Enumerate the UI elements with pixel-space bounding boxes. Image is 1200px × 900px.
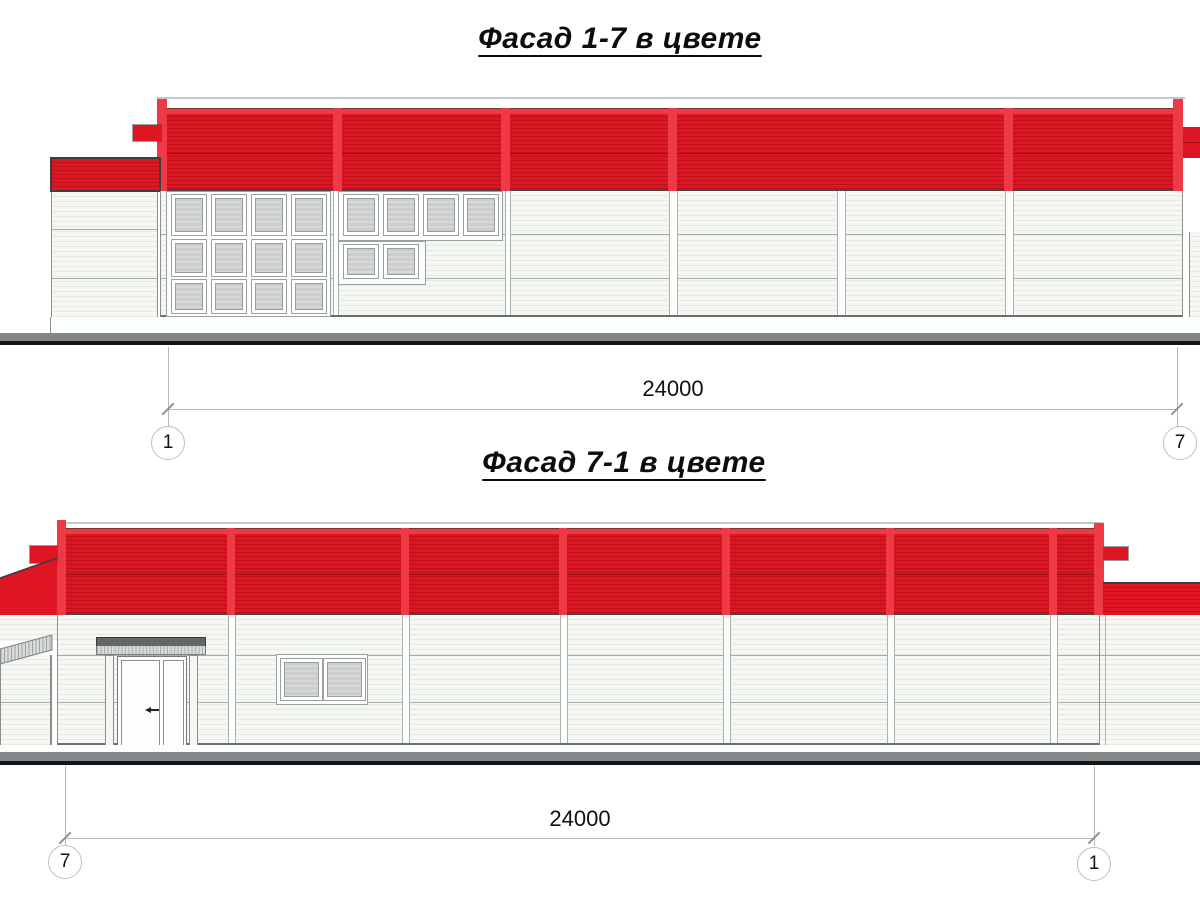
ground-strip	[0, 752, 1200, 762]
red-pilaster	[722, 528, 730, 615]
leanto-hatched-canopy	[0, 634, 53, 665]
extension-line	[168, 347, 169, 427]
door-handle	[150, 709, 159, 711]
window-pane	[171, 279, 207, 314]
wall-pilaster	[887, 615, 895, 743]
ground-line	[0, 341, 1200, 345]
window-pane	[280, 658, 323, 701]
leanto-red-roof	[0, 558, 57, 615]
red-corner-pilaster	[157, 99, 167, 191]
window-pane	[251, 194, 287, 236]
grid-marker-1: 1	[1077, 847, 1111, 881]
panel-joint	[1, 702, 50, 703]
red-pilaster	[668, 108, 677, 191]
window-pane	[343, 194, 379, 236]
window-pane	[291, 194, 327, 236]
dimension-value: 24000	[549, 806, 611, 831]
red-band-highlight	[57, 529, 1100, 534]
plinth	[50, 317, 1200, 333]
window-pane	[291, 239, 327, 277]
panel-joint	[1100, 702, 1200, 703]
window-pane	[211, 279, 247, 314]
panel-joint	[52, 278, 157, 279]
right-partial-wall	[1189, 232, 1200, 317]
dimension-value: 24000	[642, 376, 704, 401]
red-pilaster	[1049, 528, 1057, 615]
left-leanto-svg	[0, 557, 58, 665]
red-pilaster	[1004, 108, 1013, 191]
facade-7-1-title: Фасад 7-1 в цвете	[482, 446, 766, 479]
wall-pilaster	[723, 615, 731, 743]
window-pane	[463, 194, 499, 236]
window-pane	[343, 244, 379, 279]
red-bracket-tab-right	[1104, 547, 1128, 560]
red-pilaster	[886, 528, 894, 615]
extension-line	[1094, 766, 1095, 846]
extension-line	[1177, 347, 1178, 427]
ground-line	[0, 761, 1200, 765]
parapet-back-edge	[60, 522, 1103, 524]
red-pilaster	[401, 528, 409, 615]
window-pane	[383, 244, 419, 279]
window-pane	[251, 239, 287, 277]
red-bracket-tab	[30, 546, 57, 563]
wall-pilaster	[669, 191, 678, 315]
facade-1-7-title: Фасад 1-7 в цвете	[478, 22, 762, 55]
porch-post	[189, 655, 198, 752]
panel-joint	[58, 655, 1099, 656]
red-corner-pilaster	[1094, 523, 1104, 615]
leanto-roof-edge	[0, 557, 58, 579]
wall-pilaster	[1050, 615, 1058, 743]
window-pane	[323, 658, 366, 701]
annex-wall	[1099, 615, 1200, 745]
red-tab-joint	[1183, 142, 1200, 143]
extension-line	[65, 766, 66, 846]
ground-strip	[0, 333, 1200, 342]
red-pilaster	[559, 528, 567, 615]
wall-pilaster	[837, 191, 846, 315]
panel-joint	[58, 702, 1099, 703]
annex-red-parapet	[50, 157, 161, 192]
window-pane	[291, 279, 327, 314]
window-pane	[423, 194, 459, 236]
door-handle-arrow	[145, 707, 151, 713]
red-pilaster	[501, 108, 510, 191]
plinth	[0, 745, 1200, 752]
leanto-wall-lower	[0, 655, 52, 752]
annex-red-parapet	[1103, 582, 1200, 615]
red-pilaster	[333, 108, 342, 191]
window-pane	[171, 194, 207, 236]
dimension-line	[65, 838, 1095, 839]
wall-pilaster	[402, 615, 410, 743]
window-pane	[383, 194, 419, 236]
window-pane	[251, 279, 287, 314]
red-corner-pilaster	[1173, 99, 1183, 191]
grid-marker-7: 7	[1163, 426, 1197, 460]
parapet-back-edge	[157, 97, 1185, 99]
grid-marker-1: 1	[151, 426, 185, 460]
annex-wall	[51, 192, 158, 317]
window-pane	[171, 239, 207, 277]
annex-corner-line	[1105, 615, 1106, 745]
grid-marker-7: 7	[48, 845, 82, 879]
entrance-door-sideleaf	[163, 660, 184, 748]
red-corner-pilaster	[57, 520, 66, 615]
wall-pilaster	[1005, 191, 1014, 315]
red-facade-band	[57, 528, 1100, 615]
wall-pilaster	[560, 615, 568, 743]
porch-canopy-fascia	[96, 646, 206, 655]
dimension-line	[168, 409, 1178, 410]
red-pilaster	[227, 528, 235, 615]
wall-pilaster	[228, 615, 236, 743]
wall-pilaster	[505, 191, 511, 315]
red-bracket-tab	[133, 125, 161, 141]
red-band-joint	[57, 574, 1100, 575]
red-bracket-tab-right	[1183, 127, 1200, 158]
panel-joint	[1100, 655, 1200, 656]
window-pane	[211, 194, 247, 236]
panel-joint	[52, 229, 157, 230]
main-wall	[57, 615, 1100, 745]
window-pane	[211, 239, 247, 277]
